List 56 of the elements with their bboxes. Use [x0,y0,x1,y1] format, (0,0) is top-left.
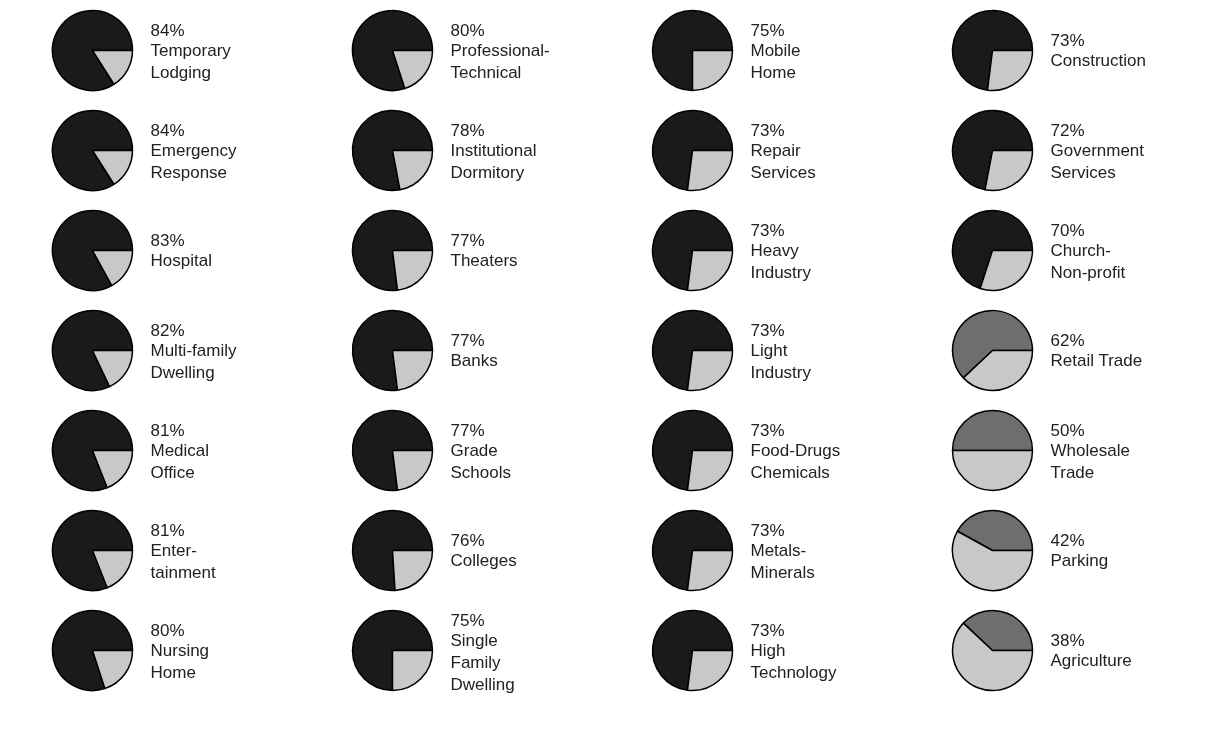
data-label: 77% [450,230,485,250]
text: Grade Schools [450,440,511,482]
data-label: 50% [1050,420,1085,440]
text: Medical Office [150,440,210,482]
data-label: 42% [1050,530,1085,550]
data-label: 72% [1050,120,1085,140]
data-label: 73% [750,620,785,640]
data-label: 75% [750,20,785,40]
data-label: 73% [750,420,785,440]
data-label: 73% [750,520,785,540]
text: Mobile Home [750,40,801,82]
text: Banks [450,350,498,370]
text: Temporary Lodging [150,40,232,82]
text: Nursing Home [150,640,210,682]
text: Multi-family Dwelling [150,340,237,382]
data-label: 77% [450,330,485,350]
data-label: 84% [150,120,185,140]
data-label: 38% [1050,630,1085,650]
text: Emergency Response [150,140,237,182]
text: Church- Non-profit [1050,240,1126,282]
text: Wholesale Trade [1050,440,1130,482]
data-label: 77% [450,420,485,440]
text: Heavy Industry [750,240,812,282]
text: Agriculture [1050,650,1132,670]
data-label: 73% [750,320,785,340]
text: Professional- Technical [450,40,550,82]
text: Metals- Minerals [750,540,815,582]
data-label: 81% [150,420,185,440]
data-label: 84% [150,20,185,40]
data-label: 82% [150,320,185,340]
text: Institutional Dormitory [450,140,537,182]
data-label: 73% [1050,30,1085,50]
text: Colleges [450,550,517,570]
text: Retail Trade [1050,350,1143,370]
text: Light Industry [750,340,812,382]
data-label: 80% [450,20,485,40]
data-label: 73% [750,120,785,140]
data-label: 81% [150,520,185,540]
text: Construction [1050,50,1146,70]
data-label: 80% [150,620,185,640]
text: Food-Drugs Chemicals [750,440,841,482]
data-label: 76% [450,530,485,550]
text: Parking [1050,550,1109,570]
data-label: 62% [1050,330,1085,350]
text: Repair Services [750,140,816,182]
text: Theaters [450,250,518,270]
text: Single Family Dwelling [450,630,515,695]
data-label: 70% [1050,220,1085,240]
data-label: 83% [150,230,185,250]
data-label: 78% [450,120,485,140]
text: Enter- tainment [150,540,216,582]
text: Hospital [150,250,212,270]
text: Government Services [1050,140,1145,182]
data-label: 73% [750,220,785,240]
data-label: 75% [450,610,485,630]
text: High Technology [750,640,837,682]
